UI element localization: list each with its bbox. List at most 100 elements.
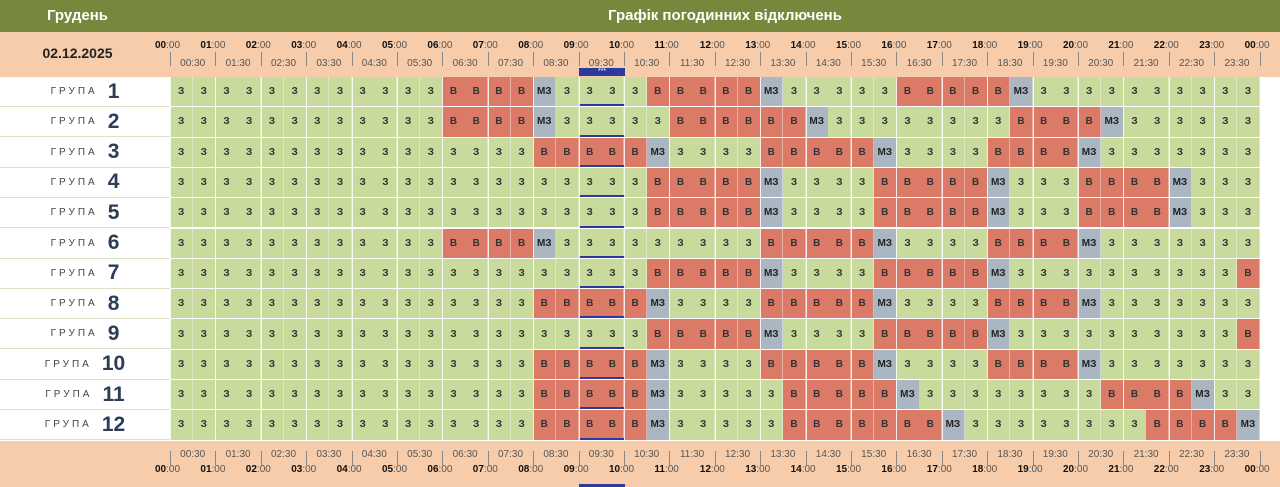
schedule-cell: З [828, 258, 852, 289]
schedule-cell: З [1191, 198, 1215, 228]
schedule-cell: З [851, 167, 875, 198]
schedule-cell: В [714, 107, 738, 137]
schedule-cell: З [419, 77, 443, 107]
group-number: 10 [101, 352, 126, 376]
group-word: ГРУПА [50, 237, 98, 249]
schedule-cell: В [487, 77, 511, 107]
schedule-cell: З [192, 380, 216, 410]
schedule-cell: З [1168, 258, 1192, 289]
group-number: 1 [107, 79, 120, 103]
schedule-cell: З [828, 198, 852, 228]
header-bar: Грудень Графік погодинних відключень [0, 0, 1280, 32]
schedule-cell: З [782, 258, 807, 289]
schedule-cell: З [805, 258, 829, 289]
schedule-cell: З [987, 410, 1011, 440]
hour-gridline [1169, 77, 1170, 441]
schedule-cell: З [215, 349, 239, 379]
half-hour-label-bottom: 20:30 [1088, 449, 1114, 460]
schedule-cell: З [1214, 228, 1238, 258]
hour-tick [942, 451, 943, 465]
schedule-cell: З [215, 319, 239, 349]
schedule-cell: З [215, 167, 239, 198]
schedule-cell: З [692, 380, 716, 410]
hour-tick [533, 52, 534, 66]
group-word: ГРУПА [50, 267, 98, 279]
group-word: ГРУПА [45, 389, 93, 400]
schedule-cell: З [283, 410, 307, 440]
schedule-cell: В [669, 198, 693, 228]
hour-tick [352, 451, 353, 465]
schedule-cell: З [1100, 410, 1124, 440]
hour-gridline [170, 77, 171, 441]
schedule-cell: В [533, 349, 557, 379]
schedule-cell: З [851, 77, 875, 107]
schedule-cell: З [714, 349, 738, 379]
hour-label-bottom: 23:00 [1199, 464, 1225, 475]
group-label-8: ГРУПА 8 [0, 289, 170, 320]
schedule-cell: З [170, 167, 194, 198]
schedule-cell: В [1078, 107, 1102, 137]
schedule-cell: В [760, 289, 784, 319]
hour-tick [488, 52, 489, 66]
schedule-cell: З [873, 107, 897, 137]
schedule-cell: В [510, 77, 534, 107]
schedule-cell: З [328, 228, 353, 258]
schedule-cell: З [374, 258, 398, 289]
schedule-cell: З [1032, 198, 1056, 228]
schedule-cell: В [760, 349, 784, 379]
schedule-cell: З [442, 410, 466, 440]
hour-gridline [1033, 77, 1034, 441]
schedule-cell: В [487, 107, 511, 137]
half-hour-label-top: 11:30 [679, 58, 705, 69]
group-number: 9 [107, 321, 120, 345]
schedule-cell: З [487, 349, 511, 379]
schedule-cell: З [1236, 349, 1261, 379]
schedule-cell: В [714, 319, 738, 349]
schedule-cell: В [873, 319, 897, 349]
schedule-cell: В [1009, 228, 1034, 258]
hour-tick [1078, 52, 1079, 66]
schedule-cell: З [351, 349, 375, 379]
schedule-cell: З [374, 137, 398, 167]
schedule-cell: З [601, 198, 625, 228]
schedule-cell: З [1214, 107, 1238, 137]
schedule-cell: МЗ [987, 167, 1011, 198]
schedule-cell: З [487, 167, 511, 198]
schedule-cell: З [192, 410, 216, 440]
schedule-cell: МЗ [760, 167, 784, 198]
current-time-line [579, 195, 625, 198]
schedule-cell: З [1191, 258, 1215, 289]
hour-tick [942, 52, 943, 66]
half-hour-label-top: 18:30 [997, 58, 1023, 69]
schedule-cell: МЗ [941, 410, 965, 440]
schedule-cell: З [192, 167, 216, 198]
hour-label-bottom: 21:00 [1108, 464, 1134, 475]
schedule-cell: В [533, 380, 557, 410]
schedule-cell: З [397, 258, 421, 289]
schedule-cell: В [533, 137, 557, 167]
schedule-cell: В [805, 410, 829, 440]
schedule-cell: З [1214, 380, 1238, 410]
schedule-cell: З [238, 137, 262, 167]
half-hour-label-top: 21:30 [1133, 58, 1159, 69]
group-word: ГРУПА [50, 176, 98, 188]
hour-label-top: 22:00 [1153, 40, 1179, 51]
hour-gridline [488, 77, 489, 441]
schedule-cell: З [941, 289, 965, 319]
schedule-cell: В [578, 289, 602, 319]
hour-tick [306, 52, 307, 66]
schedule-cell: З [1236, 77, 1261, 107]
schedule-cell: З [555, 228, 580, 258]
schedule-cell: З [374, 228, 398, 258]
schedule-cell: З [646, 107, 670, 137]
schedule-cell: З [442, 319, 466, 349]
current-time-line [579, 255, 625, 258]
schedule-cell: В [873, 410, 897, 440]
schedule-cell: З [1032, 410, 1056, 440]
schedule-cell: В [782, 137, 807, 167]
schedule-cell: З [283, 198, 307, 228]
schedule-cell: З [374, 107, 398, 137]
schedule-cell: З [601, 319, 625, 349]
hour-tick [1260, 451, 1261, 465]
schedule-cell: З [1236, 107, 1261, 137]
